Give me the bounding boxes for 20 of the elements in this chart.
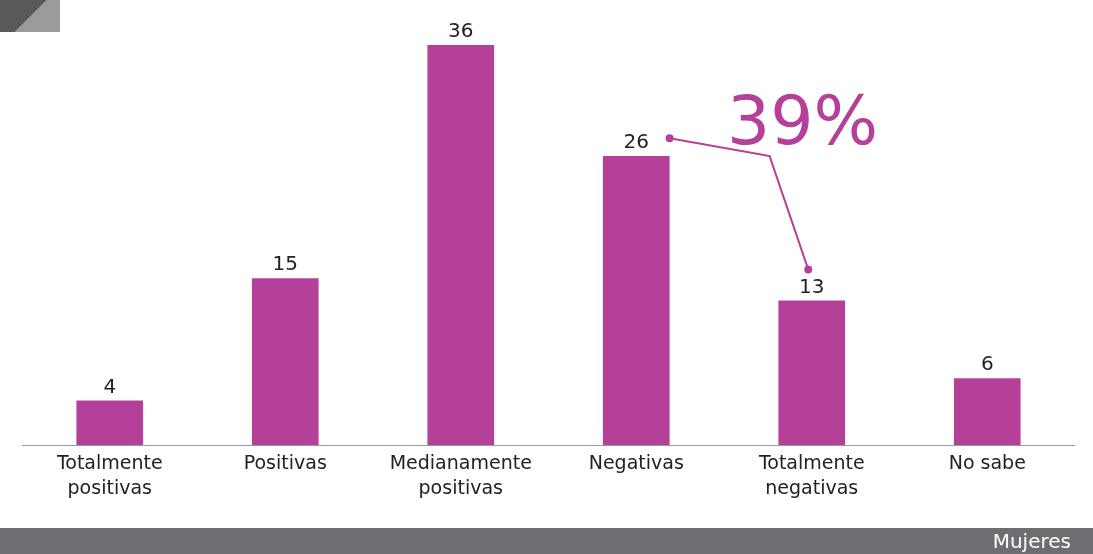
- bar: [427, 45, 495, 445]
- x-tick-label: Totalmente positivas: [55, 450, 163, 498]
- data-label: 15: [272, 251, 298, 276]
- x-tick-label: Positivas: [243, 450, 327, 473]
- bar: [251, 278, 319, 445]
- bar: [953, 378, 1021, 445]
- data-label: 6: [980, 351, 994, 376]
- x-tick-label: Totalmente negativas: [757, 450, 865, 498]
- data-label: 26: [623, 129, 649, 154]
- x-tick-label: Medianamente positivas: [389, 450, 532, 498]
- bar: [778, 300, 846, 445]
- bar: [602, 156, 670, 445]
- data-label: 4: [103, 373, 117, 398]
- annotation: 39%: [727, 81, 879, 160]
- bar: [76, 400, 144, 445]
- x-tick-label: No sabe: [948, 450, 1026, 473]
- text: Mujeres: [992, 529, 1071, 553]
- x-tick-label: Negativas: [588, 450, 684, 473]
- data-label: 36: [448, 18, 474, 42]
- data-label: 13: [799, 273, 825, 298]
